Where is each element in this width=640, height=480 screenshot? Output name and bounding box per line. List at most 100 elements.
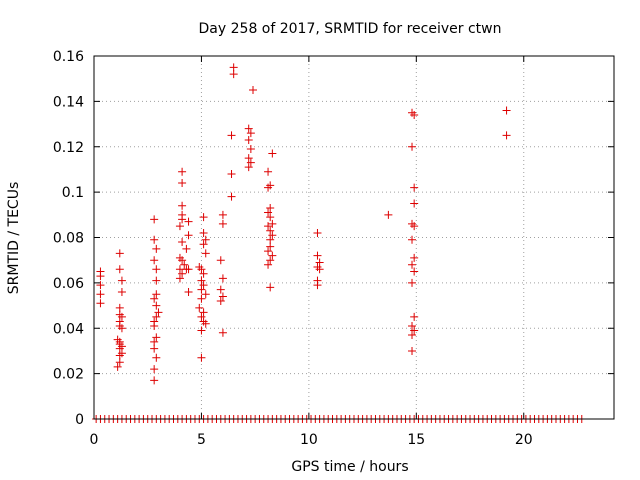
data-point (117, 276, 126, 285)
x-tick-label: 20 (515, 432, 533, 448)
data-point (408, 321, 417, 330)
data-point (199, 317, 208, 326)
data-point (96, 272, 105, 281)
data-point (201, 235, 210, 244)
data-point (184, 287, 193, 296)
data-point (152, 244, 161, 253)
data-point (408, 142, 417, 151)
data-point (266, 283, 275, 292)
data-point (152, 290, 161, 299)
y-tick-label: 0.08 (53, 231, 84, 247)
data-point (152, 312, 161, 321)
data-point (113, 362, 122, 371)
data-point (178, 269, 187, 278)
data-point (408, 219, 417, 228)
y-axis-label: SRMTID / TECUs (6, 182, 22, 295)
data-point (175, 274, 184, 283)
data-point (197, 276, 206, 285)
data-point (115, 249, 124, 258)
data-point (115, 351, 124, 360)
data-point (150, 344, 159, 353)
y-tick-label: 0.12 (53, 140, 84, 156)
data-point (244, 154, 253, 163)
data-point (410, 183, 419, 192)
data-point (410, 312, 419, 321)
data-point (264, 247, 273, 256)
data-point (266, 242, 275, 251)
data-point (218, 274, 227, 283)
data-point (197, 265, 206, 274)
data-point (152, 265, 161, 274)
data-point (315, 265, 324, 274)
data-point (175, 265, 184, 274)
data-point (268, 251, 277, 260)
data-point (502, 131, 511, 140)
data-point (408, 108, 417, 117)
x-tick-labels: 0 5 10 15 20 (90, 432, 533, 448)
data-point (266, 226, 275, 235)
y-tick-label: 0.16 (53, 49, 84, 65)
data-point (313, 228, 322, 237)
data-point (244, 124, 253, 133)
data-point (152, 276, 161, 285)
data-point (268, 149, 277, 158)
data-point (246, 158, 255, 167)
data-point (218, 292, 227, 301)
data-point (150, 365, 159, 374)
data-point (152, 301, 161, 310)
data-point (117, 324, 126, 333)
data-point (246, 129, 255, 138)
data-point (150, 376, 159, 385)
data-point (227, 192, 236, 201)
y-tick-label: 0.04 (53, 321, 84, 337)
data-point (178, 256, 187, 265)
data-point (410, 199, 419, 208)
data-point (115, 265, 124, 274)
data-point (216, 285, 225, 294)
data-point (178, 215, 187, 224)
data-point (264, 167, 273, 176)
data-point (266, 204, 275, 213)
data-point (184, 231, 193, 240)
data-point (410, 222, 419, 231)
data-point (178, 179, 187, 188)
data-point (117, 312, 126, 321)
data-point (408, 331, 417, 340)
data-point (113, 335, 122, 344)
data-point (264, 260, 273, 269)
data-point (408, 278, 417, 287)
data-point (502, 106, 511, 115)
y-tick-label: 0 (75, 412, 84, 428)
data-point (175, 253, 184, 262)
data-point (180, 260, 189, 269)
data-point (117, 287, 126, 296)
data-point (96, 290, 105, 299)
data-point (266, 213, 275, 222)
data-point (249, 86, 258, 95)
data-point (216, 256, 225, 265)
data-point (229, 70, 238, 79)
data-point (201, 249, 210, 258)
data-point (197, 312, 206, 321)
data-point (115, 358, 124, 367)
data-point (313, 281, 322, 290)
data-point (246, 145, 255, 154)
y-tick-label: 0.02 (53, 367, 84, 383)
data-point (244, 163, 253, 172)
x-axis-label: GPS time / hours (291, 459, 408, 475)
data-point (115, 321, 124, 330)
data-point (199, 308, 208, 317)
data-point (175, 222, 184, 231)
data-point (410, 326, 419, 335)
data-point (410, 110, 419, 119)
data-point (152, 333, 161, 342)
data-point (150, 337, 159, 346)
data-point (182, 244, 191, 253)
data-point (150, 256, 159, 265)
data-point (152, 353, 161, 362)
data-points (92, 63, 586, 423)
data-point (264, 208, 273, 217)
data-point (410, 267, 419, 276)
data-point (115, 303, 124, 312)
